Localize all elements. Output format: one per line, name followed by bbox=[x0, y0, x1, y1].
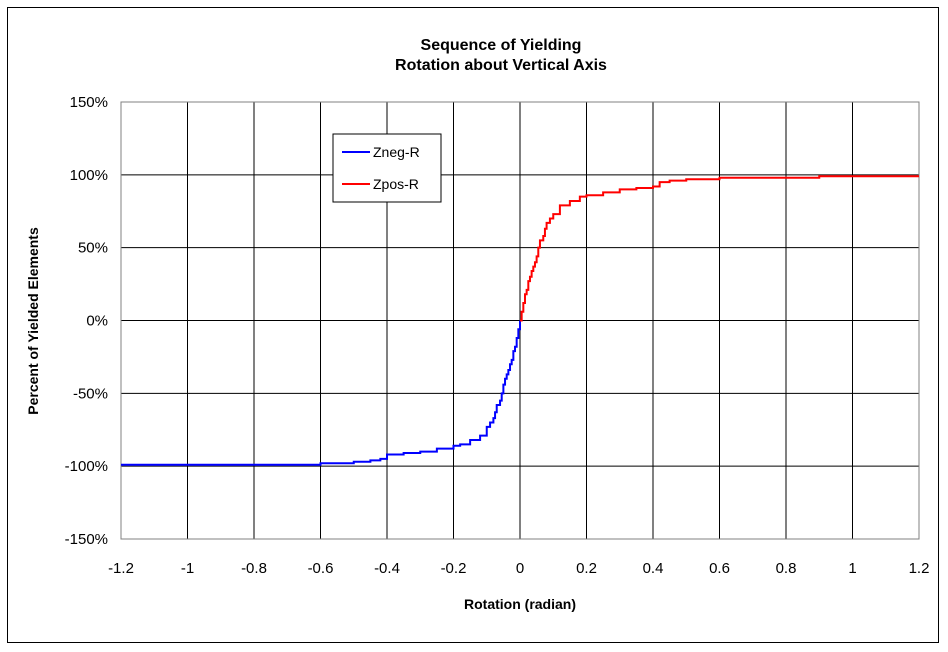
series-line-zpos-r bbox=[520, 175, 919, 322]
y-tick-labels: 150% 100% 50% 0% -50% -100% -150% bbox=[65, 94, 108, 548]
legend-box bbox=[332, 133, 442, 203]
series-group bbox=[121, 175, 919, 466]
chart-frame bbox=[7, 7, 939, 643]
y-tick-label: 0% bbox=[86, 313, 108, 330]
legend-label-zpos: Zpos-R bbox=[373, 176, 419, 192]
x-tick-label: -0.6 bbox=[308, 560, 334, 577]
plot-area-border bbox=[120, 101, 920, 540]
x-tick-label: -1.2 bbox=[108, 560, 134, 577]
y-tick-label: -50% bbox=[73, 385, 108, 402]
x-tick-label: 0 bbox=[516, 560, 524, 577]
y-tick-label: 150% bbox=[70, 94, 108, 111]
x-tick-label: -0.8 bbox=[241, 560, 267, 577]
x-tick-label: 1 bbox=[848, 560, 856, 577]
x-tick-labels: -1.2 -1 -0.8 -0.6 -0.4 -0.2 0 0.2 0.4 0.6 0.8 1 1.2 bbox=[108, 560, 929, 577]
y-tick-label: -100% bbox=[65, 458, 108, 475]
y-tick-label: 100% bbox=[70, 167, 108, 184]
series-line-zneg-r bbox=[121, 320, 521, 466]
x-tick-label: 0.2 bbox=[576, 560, 597, 577]
x-tick-label: 0.6 bbox=[709, 560, 730, 577]
y-tick-label: -150% bbox=[65, 531, 108, 548]
chart-subtitle: Rotation about Vertical Axis bbox=[395, 57, 607, 74]
x-tick-label: 0.4 bbox=[643, 560, 664, 577]
legend-label-zneg: Zneg-R bbox=[373, 144, 420, 160]
x-axis-label: Rotation (radian) bbox=[464, 596, 576, 612]
x-tick-label: -1 bbox=[181, 560, 194, 577]
chart-title: Sequence of Yielding bbox=[421, 37, 582, 54]
x-tick-label: -0.2 bbox=[441, 560, 467, 577]
x-tick-label: 1.2 bbox=[909, 560, 930, 577]
y-tick-label: 50% bbox=[78, 240, 108, 257]
x-tick-label: -0.4 bbox=[374, 560, 400, 577]
x-tick-label: 0.8 bbox=[776, 560, 797, 577]
legend: Zneg-R Zpos-R bbox=[332, 133, 442, 203]
y-axis-label: Percent of Yielded Elements bbox=[25, 227, 41, 415]
